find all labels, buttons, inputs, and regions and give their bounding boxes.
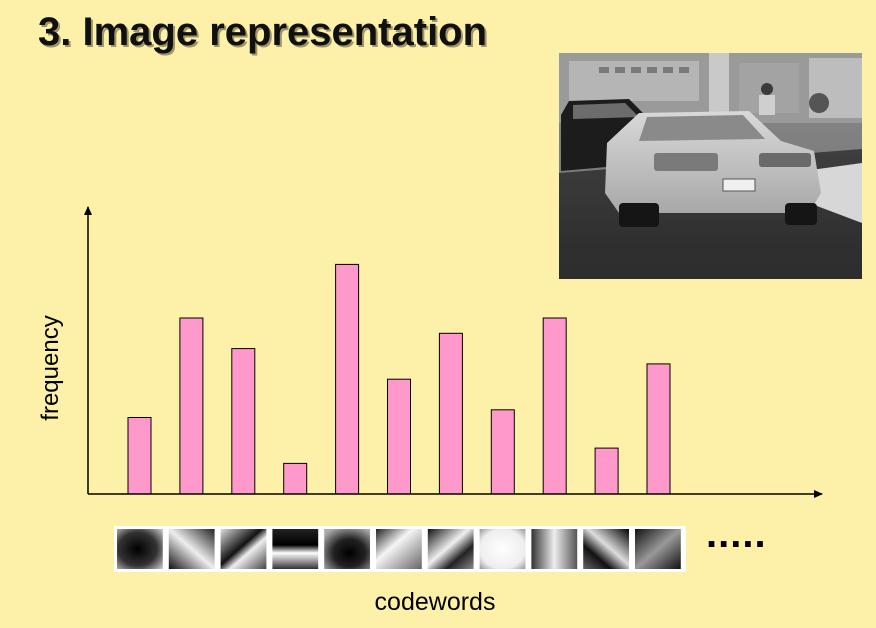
bar-3 [231, 348, 256, 495]
codeword-patch-8-bright-center [479, 529, 526, 569]
bar-10 [594, 447, 619, 495]
codeword-patch-2-diagonal-split [168, 529, 215, 569]
slide-title: 3. Image representation [38, 10, 488, 54]
bar-11 [646, 363, 671, 495]
bar-5 [335, 263, 360, 495]
bar-7 [438, 332, 463, 495]
codeword-strip [114, 526, 686, 572]
codeword-patch-7-diagonal-band [427, 529, 474, 569]
bar-4 [283, 462, 308, 495]
codeword-patch-6-light-corner [376, 529, 422, 569]
x-axis-label: codewords [374, 588, 496, 616]
bar-2 [179, 317, 204, 495]
codeword-patch-10-diagonal-edge [583, 529, 629, 569]
codeword-patch-1-dark-blob [117, 529, 163, 569]
codeword-patch-4-horizontal-bar [272, 529, 319, 569]
more-codewords-ellipsis: ..... [706, 512, 767, 556]
bar-6 [387, 378, 411, 495]
bar-8 [490, 409, 515, 495]
bar-9 [542, 317, 567, 495]
bar-series [127, 263, 671, 495]
codeword-patch-5-dark-center [324, 529, 370, 569]
car-photo [559, 53, 862, 279]
codeword-patch-9-bright-band [531, 529, 578, 569]
y-axis-label: frequency [37, 315, 64, 420]
codeword-patch-11-dark-diagonal [635, 529, 681, 569]
bar-1 [127, 417, 152, 495]
codeword-patch-3-diagonal-stripe [220, 529, 267, 569]
car-photo-icon [559, 53, 862, 279]
